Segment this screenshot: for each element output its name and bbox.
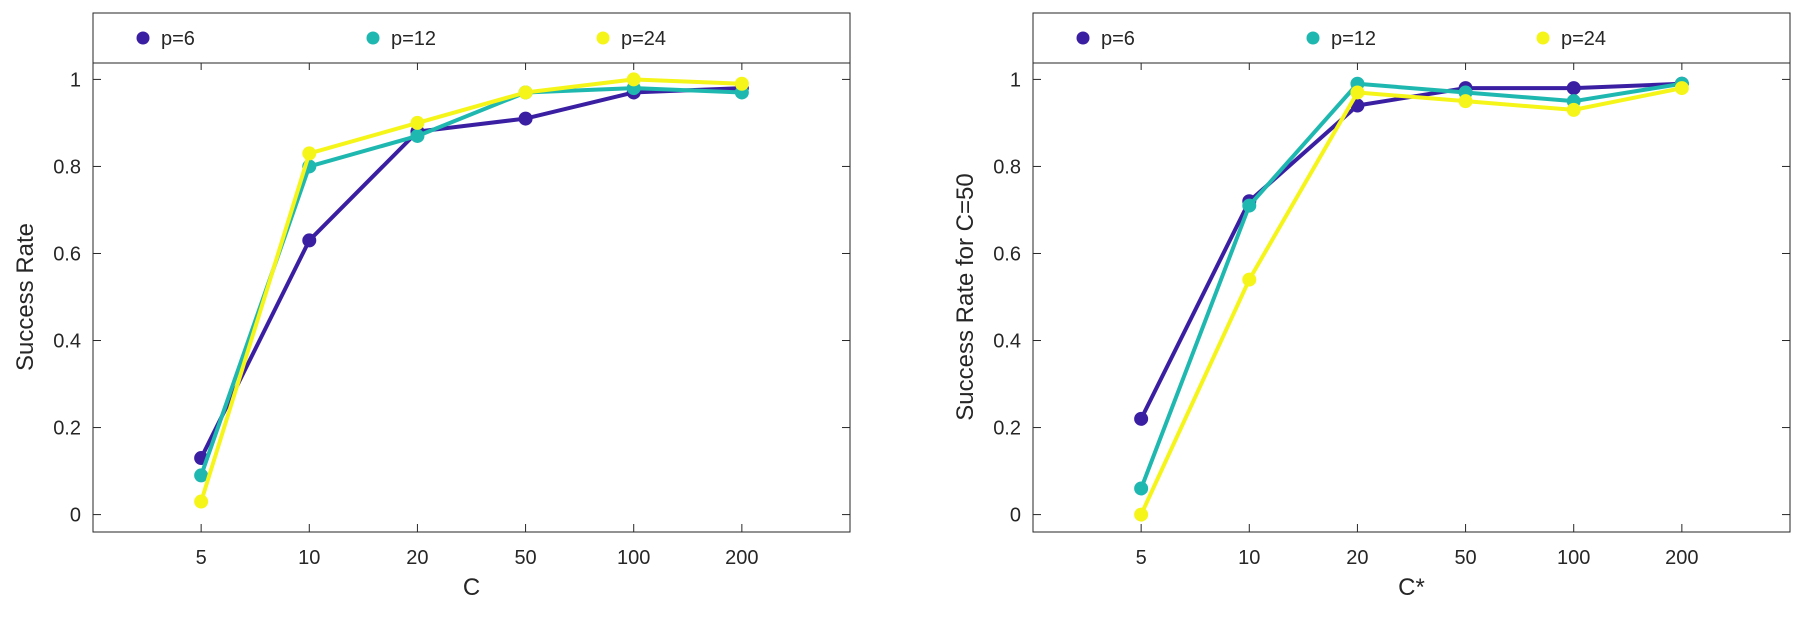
legend-box [1032,12,1791,64]
legend-label: p=24 [621,28,666,50]
data-point-p=6 [518,111,533,126]
legend-label: p=24 [1561,28,1606,50]
data-point-p=24 [1458,94,1473,109]
legend-label: p=12 [1331,28,1376,50]
data-point-p=24 [1242,272,1257,287]
x-tick-label: 20 [406,547,428,569]
x-tick-label: 10 [298,547,320,569]
plot-area [1032,61,1791,533]
legend: p=6 p=12 p=24 [92,12,851,64]
series-line-p=24 [1139,86,1684,517]
x-axis-label: C* [1398,574,1425,601]
data-point-p=12 [410,128,425,143]
data-point-p=24 [1134,507,1149,522]
data-point-p=12 [194,468,209,483]
x-tick-label: 10 [1238,547,1260,569]
x-tick-label: 20 [1346,547,1368,569]
y-tick-label: 0.6 [53,243,81,265]
series-line-p=12 [1139,81,1684,491]
x-axis-label: C [463,574,480,601]
legend-marker [1536,31,1550,45]
data-point-p=12 [1134,481,1149,496]
chart-1: 0 0.2 0.4 0.6 0.8 1 5 10 20 50 100 200 C Success Rate… [12,12,851,601]
legend-marker [596,31,610,45]
data-point-p=24 [194,494,209,509]
data-point-p=24 [518,85,533,100]
y-tick-label: 1 [70,69,81,91]
legend-label: p=6 [1101,28,1135,50]
y-tick-label: 0.4 [993,331,1021,353]
y-tick-label: 0.8 [993,156,1021,178]
plot-area [92,61,851,533]
data-point-p=24 [1674,81,1689,96]
data-point-p=6 [302,233,317,248]
legend-box [92,12,851,64]
legend-marker [1306,31,1320,45]
x-tick-label: 200 [725,547,758,569]
legend-label: p=6 [161,28,195,50]
series-line-p=24 [199,77,744,504]
x-tick-label: 50 [1454,547,1476,569]
legend: p=6 p=12 p=24 [1032,12,1791,64]
y-axis-label: Success Rate [12,223,39,371]
series-line-p=6 [199,86,744,461]
x-tick-label: 5 [196,547,207,569]
y-tick-label: 0.2 [993,418,1021,440]
x-tick-label: 5 [1136,547,1147,569]
legend-marker [1076,31,1090,45]
data-point-p=12 [1242,198,1257,213]
y-axis-label: Success Rate for C=50 [952,173,979,420]
data-point-p=24 [1350,85,1365,100]
legend-marker [366,31,380,45]
legend-label: p=12 [391,28,436,50]
y-tick-label: 0.4 [53,331,81,353]
data-point-p=24 [626,72,641,87]
data-point-p=24 [1566,102,1581,117]
y-tick-label: 0.6 [993,243,1021,265]
y-tick-label: 0 [70,505,81,527]
y-tick-label: 0.2 [53,418,81,440]
data-point-p=24 [410,115,425,130]
chart-2: 0 0.2 0.4 0.6 0.8 1 5 10 20 50 100 200 C* Success Rat… [952,12,1791,601]
data-point-p=24 [734,76,749,91]
x-tick-label: 100 [1557,547,1590,569]
data-point-p=6 [1134,411,1149,426]
data-point-p=6 [1566,81,1581,96]
x-tick-label: 200 [1665,547,1698,569]
y-tick-label: 1 [1010,69,1021,91]
y-tick-label: 0 [1010,505,1021,527]
y-tick-label: 0.8 [53,156,81,178]
data-point-p=24 [302,146,317,161]
x-tick-label: 50 [514,547,536,569]
legend-marker [136,31,150,45]
x-tick-label: 100 [617,547,650,569]
